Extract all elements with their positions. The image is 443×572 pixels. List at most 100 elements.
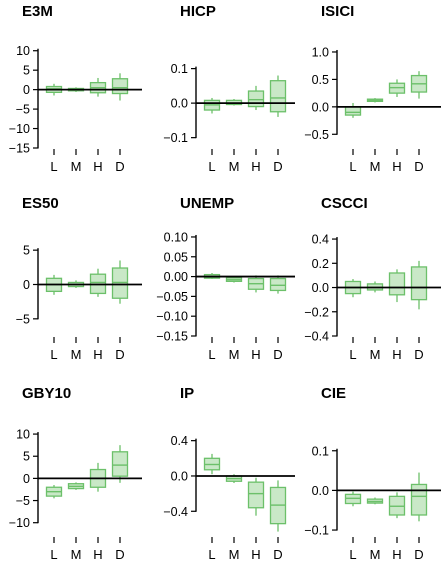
y-tick-label: 0.5 bbox=[312, 73, 329, 87]
y-tick-label: −5 bbox=[16, 103, 30, 117]
x-tick-label: H bbox=[251, 347, 260, 362]
y-tick-label: 0.00 bbox=[164, 270, 188, 284]
x-tick-label: M bbox=[229, 347, 240, 362]
box-M bbox=[225, 276, 243, 283]
x-tick-label: M bbox=[370, 159, 381, 174]
box-L bbox=[45, 485, 63, 499]
chart-title: CIE bbox=[321, 385, 346, 402]
x-tick-label: H bbox=[93, 159, 102, 174]
y-tick-label: −0.5 bbox=[304, 128, 329, 142]
y-tick-label: −5 bbox=[16, 494, 30, 508]
x-tick-label: D bbox=[414, 159, 423, 174]
box-D bbox=[111, 260, 129, 304]
chart-svg: ISICI 1.0 0.5 0.0 −0.5 L M H D bbox=[304, 3, 441, 174]
y-tick-label: 0.0 bbox=[312, 281, 329, 295]
x-tick-label: D bbox=[273, 347, 282, 362]
x-tick-label: H bbox=[392, 347, 401, 362]
chart-svg: GBY10 10 5 0 −5 −10 L M H D bbox=[9, 385, 142, 562]
box-D bbox=[111, 445, 129, 483]
y-tick-label: 1.0 bbox=[312, 45, 329, 59]
x-tick-label: H bbox=[93, 547, 102, 562]
x-tick-label: D bbox=[273, 547, 282, 562]
chart-title: UNEMP bbox=[180, 195, 234, 212]
y-tick-label: −10 bbox=[9, 516, 30, 530]
x-tick-label: D bbox=[273, 159, 282, 174]
box-D bbox=[111, 73, 129, 101]
box-rect bbox=[247, 481, 265, 509]
x-tick-label: D bbox=[115, 347, 124, 362]
y-tick-label: 0.10 bbox=[164, 230, 188, 244]
y-tick-label: −0.4 bbox=[163, 505, 188, 519]
chart-svg: E3M 10 5 0 −5 −10 −15 L M H D bbox=[9, 3, 142, 174]
y-tick-label: −0.1 bbox=[163, 131, 188, 145]
box-D bbox=[410, 260, 428, 310]
y-tick-label: −10 bbox=[9, 122, 30, 136]
y-tick-label: −0.15 bbox=[156, 330, 188, 344]
x-tick-label: M bbox=[71, 347, 82, 362]
box-M bbox=[366, 98, 384, 103]
box-L bbox=[344, 491, 362, 507]
chart-svg: HICP 0.1 0.0 −0.1 L M H D bbox=[163, 3, 295, 174]
chart-title: ISICI bbox=[321, 3, 354, 20]
x-tick-label: M bbox=[229, 159, 240, 174]
chart-title: CSCCI bbox=[321, 195, 368, 212]
y-tick-label: −0.05 bbox=[156, 290, 188, 304]
chart-title: IP bbox=[180, 385, 194, 402]
y-tick-label: −5 bbox=[16, 312, 30, 326]
y-tick-label: 0.0 bbox=[171, 97, 188, 111]
box-rect bbox=[247, 90, 265, 108]
x-tick-label: M bbox=[370, 547, 381, 562]
box-L bbox=[203, 453, 221, 475]
y-tick-label: 0.1 bbox=[312, 444, 329, 458]
x-tick-label: H bbox=[251, 547, 260, 562]
x-tick-label: L bbox=[208, 547, 215, 562]
y-tick-label: 5 bbox=[23, 450, 30, 464]
box-M bbox=[67, 482, 85, 490]
x-tick-label: M bbox=[71, 159, 82, 174]
y-tick-label: 5 bbox=[23, 244, 30, 258]
x-tick-label: D bbox=[115, 159, 124, 174]
y-tick-label: 0.2 bbox=[312, 257, 329, 271]
y-tick-label: 0.0 bbox=[171, 469, 188, 483]
box-rect bbox=[410, 266, 428, 301]
x-tick-label: H bbox=[93, 347, 102, 362]
chart-panel-gby10: GBY10 10 5 0 −5 −10 L M H D bbox=[0, 382, 147, 572]
chart-panel-ip: IP 0.4 0.0 −0.4 L M H D bbox=[148, 382, 295, 572]
y-tick-label: 0 bbox=[23, 472, 30, 486]
box-D bbox=[410, 472, 428, 522]
box-D bbox=[269, 75, 287, 117]
x-tick-label: L bbox=[349, 159, 356, 174]
chart-svg: CSCCI 0.4 0.2 0.0 −0.2 −0.4 L M H D bbox=[304, 195, 441, 362]
y-tick-label: 0 bbox=[23, 83, 30, 97]
chart-svg: ES50 5 0 −5 L M H D bbox=[16, 195, 142, 362]
box-L bbox=[203, 97, 221, 114]
box-D bbox=[269, 480, 287, 532]
x-tick-label: L bbox=[50, 347, 57, 362]
box-rect bbox=[410, 483, 428, 516]
chart-title: E3M bbox=[22, 3, 53, 20]
x-tick-label: L bbox=[50, 547, 57, 562]
chart-panel-cie: CIE 0.1 0.0 −0.1 L M H D bbox=[296, 382, 443, 572]
box-M bbox=[366, 497, 384, 505]
x-tick-label: M bbox=[71, 547, 82, 562]
box-rect bbox=[111, 451, 129, 477]
box-rect bbox=[388, 272, 406, 296]
y-tick-label: −15 bbox=[9, 142, 30, 156]
y-tick-label: 0 bbox=[23, 278, 30, 292]
box-rect bbox=[111, 78, 129, 95]
box-rect bbox=[269, 80, 287, 113]
chart-svg: IP 0.4 0.0 −0.4 L M H D bbox=[163, 385, 295, 562]
y-tick-label: 0.4 bbox=[171, 434, 188, 448]
y-tick-label: −0.1 bbox=[304, 524, 329, 538]
x-tick-label: H bbox=[392, 547, 401, 562]
chart-panel-e3m: E3M 10 5 0 −5 −10 −15 L M H D bbox=[0, 0, 147, 190]
box-H bbox=[89, 268, 107, 297]
chart-title: ES50 bbox=[22, 195, 59, 212]
chart-panel-es50: ES50 5 0 −5 L M H D bbox=[0, 192, 147, 382]
chart-title: GBY10 bbox=[22, 385, 71, 402]
x-tick-label: D bbox=[115, 547, 124, 562]
box-H bbox=[247, 85, 265, 111]
y-tick-label: 0.1 bbox=[171, 62, 188, 76]
chart-panel-isici: ISICI 1.0 0.5 0.0 −0.5 L M H D bbox=[296, 0, 443, 190]
box-H bbox=[247, 477, 265, 516]
